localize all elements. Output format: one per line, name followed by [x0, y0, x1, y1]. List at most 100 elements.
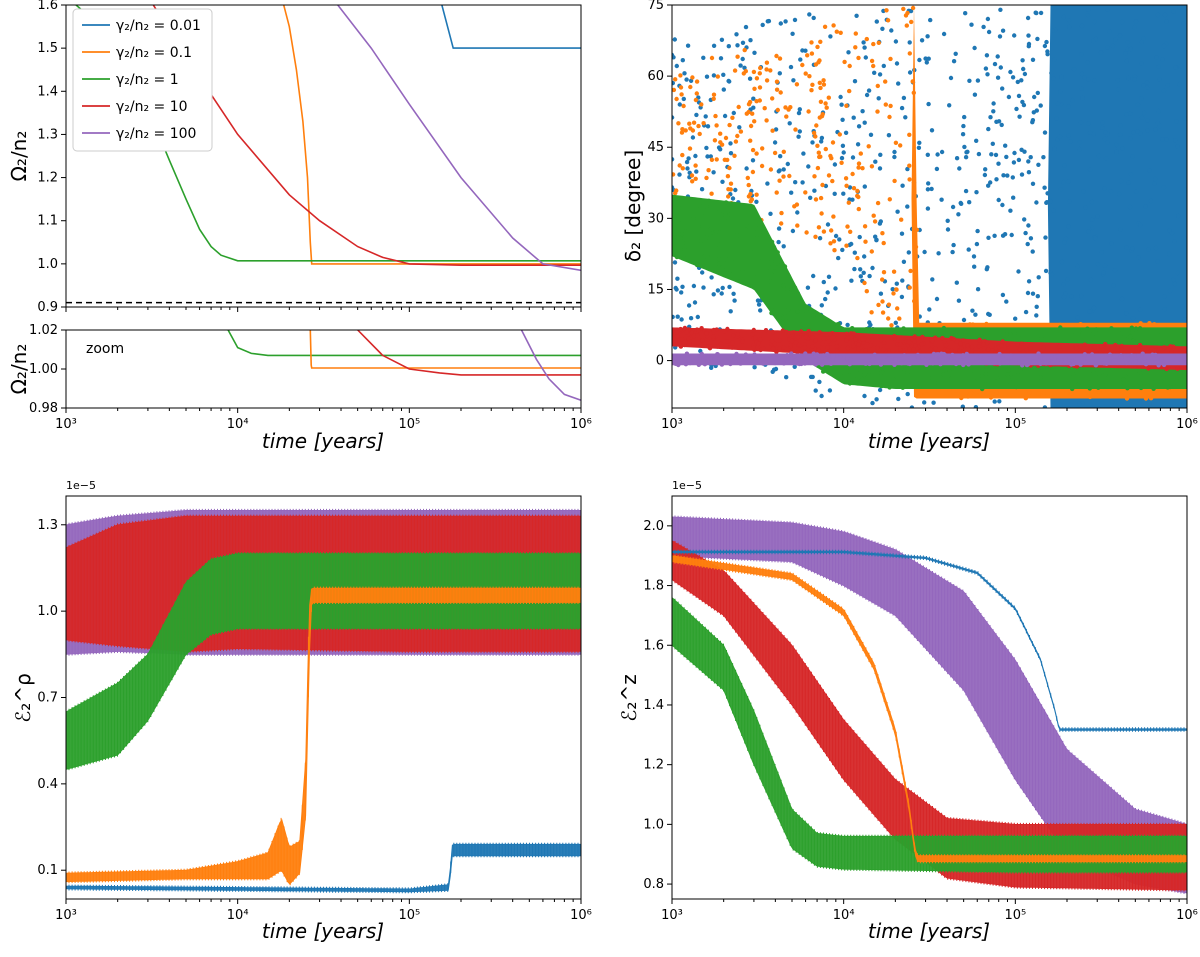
- delta-point: [863, 361, 868, 366]
- delta-point: [892, 154, 897, 160]
- delta-ytick-label: 45: [647, 140, 664, 155]
- delta-point: [1005, 342, 1010, 347]
- delta-point: [1048, 390, 1054, 396]
- eps_rho-ytick-label: 0.7: [37, 691, 58, 706]
- delta-point: [986, 183, 991, 188]
- delta-point: [1036, 351, 1041, 356]
- delta-point: [1115, 78, 1120, 83]
- delta-point: [774, 79, 780, 84]
- delta-point: [1148, 384, 1154, 389]
- delta-point: [856, 206, 861, 212]
- delta-point: [886, 316, 891, 321]
- delta-point: [1141, 36, 1146, 41]
- delta-point: [793, 127, 798, 132]
- delta-point: [891, 291, 896, 296]
- delta-point: [772, 341, 778, 347]
- delta-point: [705, 154, 710, 159]
- delta-point: [1070, 386, 1075, 392]
- delta-point: [813, 62, 819, 67]
- eps_rho-ytick-label: 0.4: [37, 777, 58, 792]
- delta-point: [774, 349, 779, 355]
- delta-point: [808, 307, 813, 312]
- delta-point: [1021, 66, 1026, 72]
- delta-point: [774, 261, 780, 266]
- omega-ytick-label: 1.2: [37, 171, 58, 186]
- delta-point: [1137, 369, 1142, 375]
- delta-point: [847, 88, 852, 94]
- delta-point: [678, 326, 683, 332]
- delta-point: [679, 130, 685, 135]
- delta-point: [1131, 130, 1136, 135]
- delta-point: [843, 130, 849, 135]
- delta-point: [754, 235, 759, 241]
- delta-point: [1139, 115, 1145, 121]
- delta-point: [681, 255, 687, 260]
- delta-point: [750, 147, 756, 153]
- delta-point: [693, 163, 698, 168]
- delta-point: [758, 65, 763, 71]
- delta-point: [1069, 391, 1074, 396]
- delta-point: [997, 323, 1002, 328]
- delta-point: [978, 347, 984, 353]
- omega-ytick-label: 1.4: [37, 84, 58, 99]
- delta-point: [697, 131, 702, 137]
- delta-point: [984, 53, 990, 58]
- delta-point: [960, 361, 965, 366]
- delta-point: [757, 98, 762, 103]
- delta-point: [742, 65, 747, 71]
- delta-point: [1052, 57, 1057, 62]
- delta-point: [1146, 366, 1151, 371]
- panel-omega: 0.91.01.11.21.31.41.51.6 Ω₂/n₂ γ₂/n₂ = 0…: [7, 0, 582, 315]
- delta-point: [1044, 200, 1049, 205]
- delta-point: [1066, 380, 1071, 385]
- delta-point: [1093, 362, 1099, 368]
- delta-point: [1071, 67, 1077, 72]
- delta-point: [887, 197, 892, 202]
- delta-point: [719, 37, 725, 42]
- delta-point: [679, 92, 684, 97]
- delta-point: [962, 144, 967, 150]
- delta-point: [818, 154, 823, 159]
- delta-point: [1078, 362, 1083, 367]
- delta-point: [808, 360, 813, 366]
- delta-point: [1020, 363, 1025, 368]
- delta-point: [999, 343, 1004, 348]
- omega-series-100: [336, 5, 581, 272]
- delta-point: [830, 140, 836, 145]
- delta-point: [1065, 277, 1070, 282]
- delta-point: [691, 333, 696, 339]
- delta-point: [990, 141, 995, 146]
- delta-point: [1119, 296, 1125, 302]
- delta-point: [823, 183, 829, 189]
- delta-point: [688, 78, 694, 84]
- delta-point: [1092, 345, 1098, 350]
- delta-point: [965, 346, 971, 351]
- delta-point: [1178, 357, 1184, 363]
- delta-point: [863, 55, 868, 60]
- delta-point: [817, 80, 822, 86]
- delta-point: [810, 82, 815, 88]
- delta-point: [977, 338, 982, 343]
- delta-point: [1078, 120, 1084, 125]
- delta-point: [772, 150, 778, 156]
- delta-point: [1042, 130, 1048, 135]
- zoom-series-10: [357, 330, 581, 376]
- omega-axes-frame: [65, 4, 582, 308]
- delta-point: [1119, 347, 1125, 353]
- delta-point: [1043, 235, 1048, 240]
- delta-point: [696, 327, 701, 333]
- delta-point: [756, 359, 762, 364]
- delta-point: [1023, 230, 1028, 236]
- delta-point: [855, 193, 860, 199]
- delta-point: [1068, 139, 1073, 144]
- delta-point: [682, 71, 687, 76]
- eps_rho-ytick-label: 0.1: [37, 863, 58, 878]
- delta-point: [1174, 119, 1179, 124]
- delta-point: [772, 269, 778, 274]
- delta-point: [881, 380, 886, 385]
- delta-point: [781, 167, 786, 172]
- delta-point: [825, 290, 830, 295]
- delta-point: [991, 109, 996, 114]
- delta-point: [845, 355, 850, 361]
- delta-point: [967, 200, 972, 205]
